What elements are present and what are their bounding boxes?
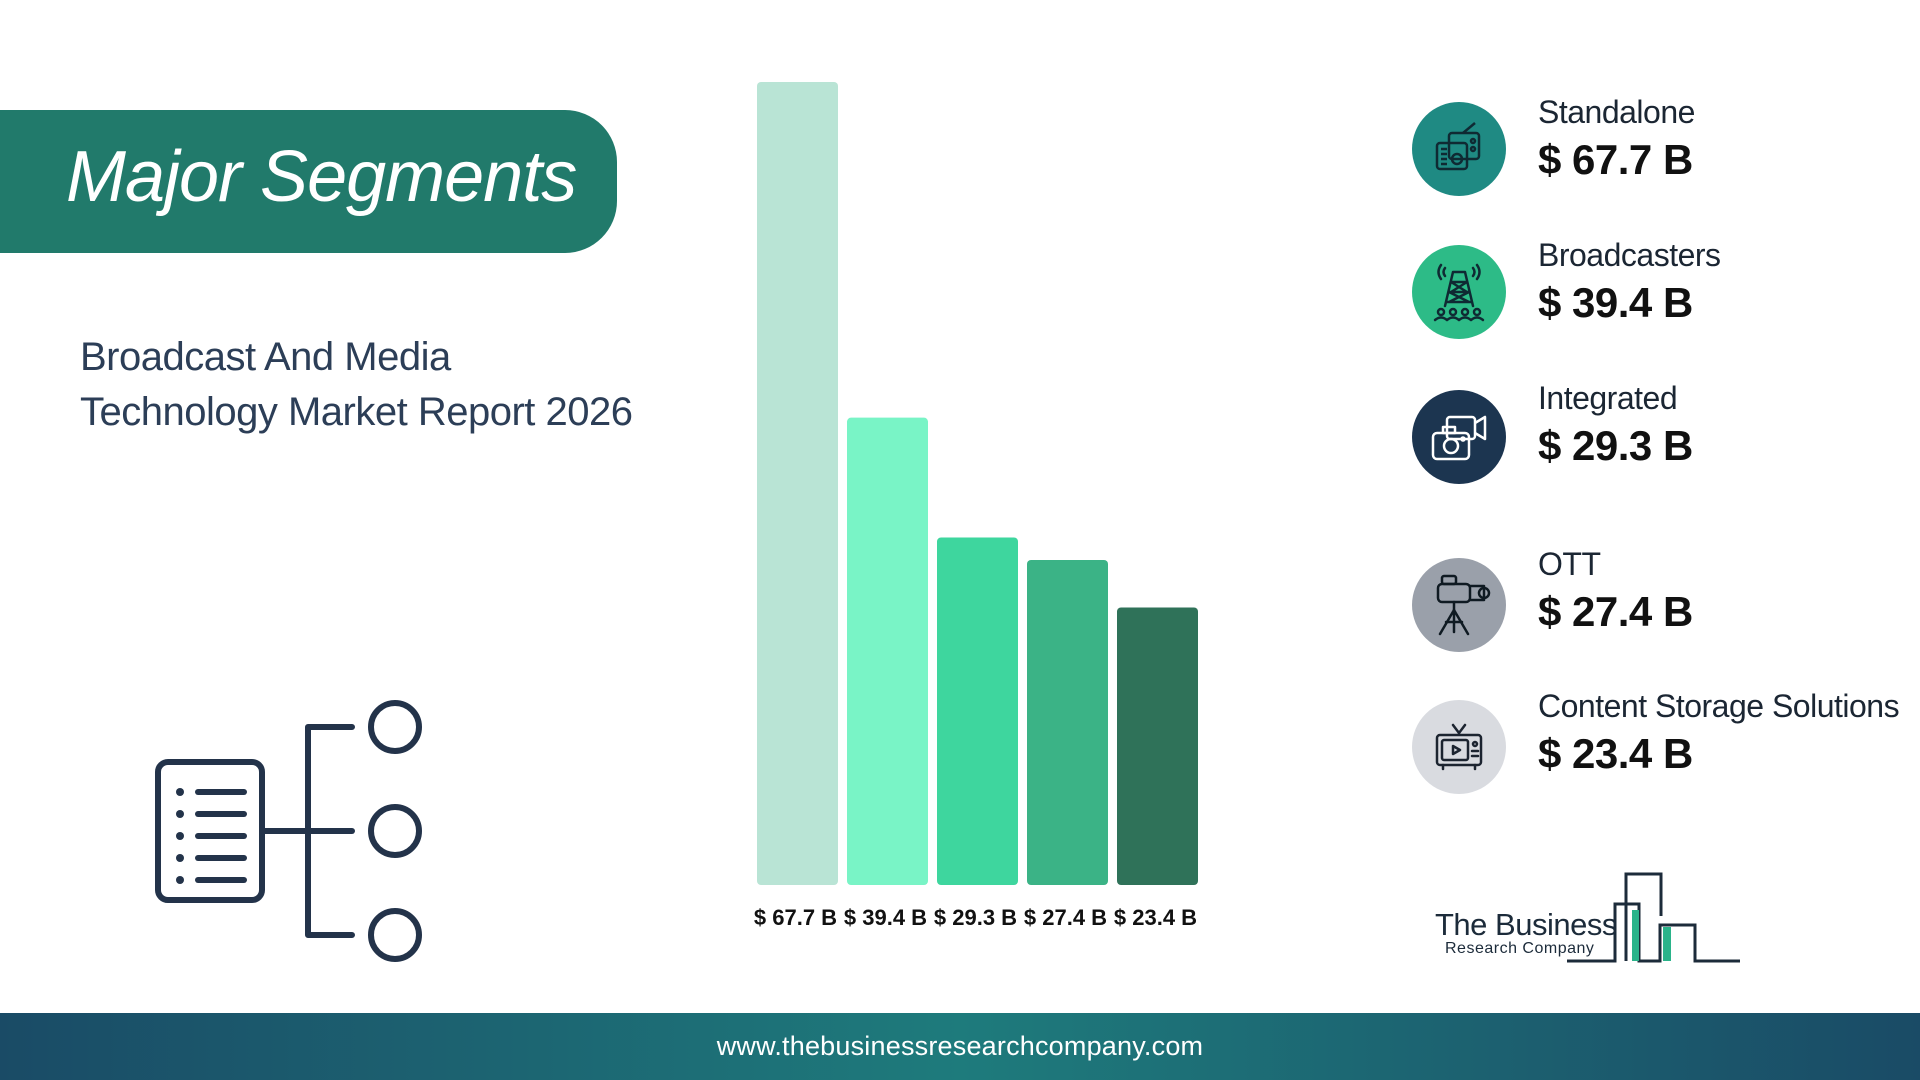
banner-title: Major Segments — [66, 137, 577, 217]
report-title: Broadcast And Media Technology Market Re… — [80, 330, 680, 440]
legend-item-ott: OTT $ 27.4 B — [1410, 546, 1910, 652]
segments-tree-icon — [155, 700, 422, 962]
legend-item-content-storage-solutions: Content Storage Solutions $ 23.4 B — [1410, 688, 1910, 794]
legend-name: Content Storage Solutions — [1538, 688, 1900, 724]
report-title-line1: Broadcast And Media — [80, 335, 451, 379]
logo-name: The Business — [1435, 907, 1617, 942]
logo-bars-graphic — [1567, 872, 1740, 963]
legend-name: OTT — [1538, 546, 1601, 582]
legend-value: $ 67.7 B — [1538, 136, 1693, 183]
legend-value: $ 29.3 B — [1538, 422, 1693, 469]
logo-subtitle: Research Company — [1445, 940, 1595, 957]
legend-icon-bg — [1412, 245, 1506, 339]
company-logo: The Business Research Company — [1435, 870, 1745, 970]
legend-icon-bg — [1412, 102, 1506, 196]
footer-url[interactable]: www.thebusinessresearchcompany.com — [716, 1031, 1204, 1061]
bar-chart: $ 67.7 B $ 39.4 B $ 29.3 B $ 27.4 B $ 23.4 B — [754, 82, 1198, 930]
legend-name: Integrated — [1538, 380, 1678, 416]
broadcast-tower-icon — [1433, 263, 1485, 322]
bar-broadcasters — [847, 417, 928, 885]
legend-value: $ 39.4 B — [1538, 279, 1693, 326]
bar-data-label: $ 29.3 B — [934, 905, 1017, 930]
legend-item-integrated: Integrated $ 29.3 B — [1410, 380, 1910, 484]
bar-ott — [1027, 560, 1108, 885]
legend-icon-bg — [1412, 558, 1506, 652]
bar-data-label: $ 39.4 B — [844, 905, 927, 930]
title-banner: Major Segments — [0, 110, 617, 253]
video-camera-tripod-icon — [1436, 574, 1491, 636]
bar-data-label: $ 67.7 B — [754, 905, 837, 930]
bar-integrated — [937, 537, 1018, 885]
bar-data-label: $ 23.4 B — [1114, 905, 1197, 930]
legend-icon-bg — [1412, 390, 1506, 484]
bar-data-label: $ 27.4 B — [1024, 905, 1107, 930]
legend-item-broadcasters: Broadcasters $ 39.4 B — [1410, 233, 1910, 339]
report-title-line2: Technology Market Report 2026 — [80, 390, 633, 434]
bar-standalone — [757, 82, 838, 885]
legend-name: Broadcasters — [1538, 237, 1721, 273]
footer: www.thebusinessresearchcompany.com — [0, 1013, 1920, 1080]
legend-item-standalone: Standalone $ 67.7 B — [1410, 90, 1910, 196]
legend-value: $ 23.4 B — [1538, 730, 1693, 777]
television-icon — [1435, 723, 1483, 771]
legend-name: Standalone — [1538, 94, 1695, 130]
bar-content-storage-solutions — [1117, 607, 1198, 885]
radio-icon — [1435, 122, 1481, 171]
legend-value: $ 27.4 B — [1538, 588, 1693, 635]
camera-icon — [1431, 415, 1487, 461]
legend-icon-bg — [1412, 700, 1506, 794]
